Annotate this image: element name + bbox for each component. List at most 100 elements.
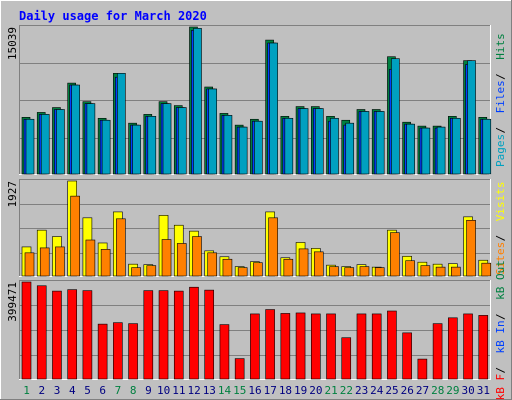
bar-hits-files-pages-pages-day-22 bbox=[345, 122, 355, 175]
x-tick-label-day-18: 18 bbox=[279, 384, 292, 397]
bar-hits-files-pages-pages-day-13 bbox=[208, 88, 218, 175]
x-tick-label-day-5: 5 bbox=[84, 384, 91, 397]
legend-separator: / bbox=[494, 235, 507, 242]
bar-hits-files-pages-pages-day-12 bbox=[193, 28, 202, 175]
x-tick-label-day-12: 12 bbox=[187, 384, 200, 397]
x-tick-label-day-30: 30 bbox=[462, 384, 475, 397]
bar-visits-sites-sites-day-8 bbox=[131, 267, 141, 277]
bar-hits-files-pages-pages-day-10 bbox=[162, 103, 172, 175]
bar-visits-sites-sites-day-14 bbox=[222, 258, 233, 277]
bar-visits-sites-sites-day-30 bbox=[466, 219, 476, 277]
bar-visits-sites-sites-day-24 bbox=[374, 267, 385, 277]
bar-kb-kb-f-day-17 bbox=[265, 309, 275, 380]
bar-visits-sites-sites-day-13 bbox=[207, 252, 218, 277]
bar-visits-sites-sites-day-3 bbox=[55, 246, 65, 277]
bar-kb-kb-f-day-5 bbox=[82, 290, 93, 380]
bar-hits-files-pages-pages-day-23 bbox=[360, 111, 370, 175]
x-tick-label-day-4: 4 bbox=[69, 384, 76, 397]
bar-visits-sites-sites-day-9 bbox=[146, 265, 157, 277]
bar-hits-files-pages-pages-day-3 bbox=[56, 109, 65, 175]
x-tick-label-day-28: 28 bbox=[431, 384, 444, 397]
bar-kb-kb-f-day-24 bbox=[371, 313, 382, 380]
legend-separator: / bbox=[494, 367, 507, 374]
x-tick-label-day-8: 8 bbox=[130, 384, 137, 397]
x-tick-label-day-29: 29 bbox=[446, 384, 459, 397]
bar-hits-files-pages-pages-day-1 bbox=[25, 118, 35, 175]
bar-kb-kb-f-day-12 bbox=[189, 286, 199, 380]
bar-hits-files-pages-pages-day-18 bbox=[284, 117, 294, 175]
x-tick-label-day-15: 15 bbox=[233, 384, 246, 397]
bar-kb-kb-f-day-7 bbox=[113, 322, 123, 380]
bar-visits-sites-sites-day-4 bbox=[70, 195, 80, 277]
bar-visits-sites-sites-day-28 bbox=[435, 266, 446, 277]
bar-kb-kb-f-day-21 bbox=[326, 313, 336, 380]
bar-hits-files-pages-pages-day-9 bbox=[147, 116, 157, 175]
x-tick-label-day-14: 14 bbox=[218, 384, 232, 397]
bar-visits-sites-sites-day-10 bbox=[161, 239, 172, 277]
bar-hits-files-pages-pages-day-19 bbox=[299, 108, 309, 175]
bar-visits-sites-sites-day-26 bbox=[405, 260, 415, 277]
bar-kb-kb-f-day-9 bbox=[143, 290, 154, 380]
legend-separator: / bbox=[494, 313, 507, 320]
bar-visits-sites-sites-day-5 bbox=[85, 239, 96, 277]
bar-kb-kb-f-day-3 bbox=[52, 290, 62, 380]
x-tick-label-day-27: 27 bbox=[416, 384, 429, 397]
x-tick-label-day-22: 22 bbox=[340, 384, 353, 397]
bar-kb-kb-f-day-11 bbox=[173, 290, 184, 380]
bar-visits-sites-sites-day-21 bbox=[329, 266, 339, 277]
x-tick-label-day-6: 6 bbox=[99, 384, 106, 397]
bar-kb-kb-f-day-10 bbox=[158, 290, 169, 380]
bar-kb-kb-f-day-13 bbox=[204, 289, 215, 380]
bar-hits-files-pages-pages-day-2 bbox=[40, 114, 50, 175]
x-tick-label-day-25: 25 bbox=[385, 384, 398, 397]
bar-hits-files-pages-pages-day-27 bbox=[421, 127, 431, 175]
legend-label-kb-out: kB Out bbox=[494, 260, 507, 300]
x-tick-label-day-7: 7 bbox=[115, 384, 122, 397]
bar-visits-sites-sites-day-15 bbox=[237, 267, 248, 277]
x-tick-label-day-3: 3 bbox=[54, 384, 61, 397]
bar-hits-files-pages-pages-day-17 bbox=[269, 42, 278, 175]
bar-visits-sites-sites-day-1 bbox=[24, 252, 35, 277]
bar-hits-files-pages-pages-day-11 bbox=[177, 107, 187, 175]
bar-hits-files-pages-pages-day-4 bbox=[71, 84, 80, 175]
bar-kb-kb-f-day-20 bbox=[310, 313, 321, 380]
x-tick-label-day-26: 26 bbox=[401, 384, 414, 397]
bar-hits-files-pages-pages-day-25 bbox=[391, 58, 400, 175]
bar-visits-sites-sites-day-25 bbox=[390, 232, 400, 277]
bar-visits-sites-sites-day-6 bbox=[100, 249, 111, 277]
bar-hits-files-pages-pages-day-16 bbox=[254, 120, 263, 175]
bar-kb-kb-f-day-26 bbox=[402, 332, 412, 380]
chart-title: Daily usage for March 2020 bbox=[19, 9, 207, 23]
bar-kb-kb-f-day-29 bbox=[448, 317, 458, 380]
bar-visits-sites-sites-day-20 bbox=[313, 251, 324, 277]
y-axis-max-label-visits-sites: 1927 bbox=[6, 181, 19, 208]
y-axis-max-label-hits-files-pages: 15039 bbox=[6, 27, 19, 60]
bar-kb-kb-f-day-23 bbox=[356, 313, 367, 380]
bar-kb-kb-f-day-22 bbox=[341, 337, 352, 380]
bar-kb-kb-f-day-14 bbox=[219, 324, 230, 380]
bar-hits-files-pages-pages-day-24 bbox=[375, 111, 385, 175]
x-tick-label-day-9: 9 bbox=[145, 384, 152, 397]
legend-label-visits: Visits bbox=[494, 182, 507, 222]
bar-hits-files-pages-pages-day-15 bbox=[238, 126, 248, 175]
bar-hits-files-pages-pages-day-6 bbox=[101, 119, 111, 175]
bar-hits-files-pages-pages-day-7 bbox=[117, 73, 126, 175]
bar-hits-files-pages-pages-day-28 bbox=[436, 126, 446, 175]
bar-visits-sites-sites-day-18 bbox=[283, 258, 294, 277]
bar-visits-sites-sites-day-11 bbox=[176, 243, 187, 277]
bar-visits-sites-sites-day-31 bbox=[481, 262, 492, 277]
x-tick-label-day-19: 19 bbox=[294, 384, 307, 397]
x-tick-label-day-16: 16 bbox=[248, 384, 261, 397]
bar-visits-sites-sites-day-2 bbox=[39, 247, 50, 277]
bar-hits-files-pages-pages-day-5 bbox=[86, 103, 96, 175]
bar-visits-sites-sites-day-19 bbox=[298, 248, 309, 277]
x-tick-label-day-1: 1 bbox=[23, 384, 30, 397]
legend-separator: / bbox=[494, 73, 507, 80]
bar-visits-sites-sites-day-27 bbox=[420, 265, 431, 277]
x-tick-label-day-20: 20 bbox=[309, 384, 322, 397]
bar-visits-sites-sites-day-7 bbox=[116, 218, 126, 277]
bar-kb-kb-f-day-4 bbox=[67, 289, 77, 380]
bar-kb-kb-f-day-27 bbox=[417, 358, 428, 380]
